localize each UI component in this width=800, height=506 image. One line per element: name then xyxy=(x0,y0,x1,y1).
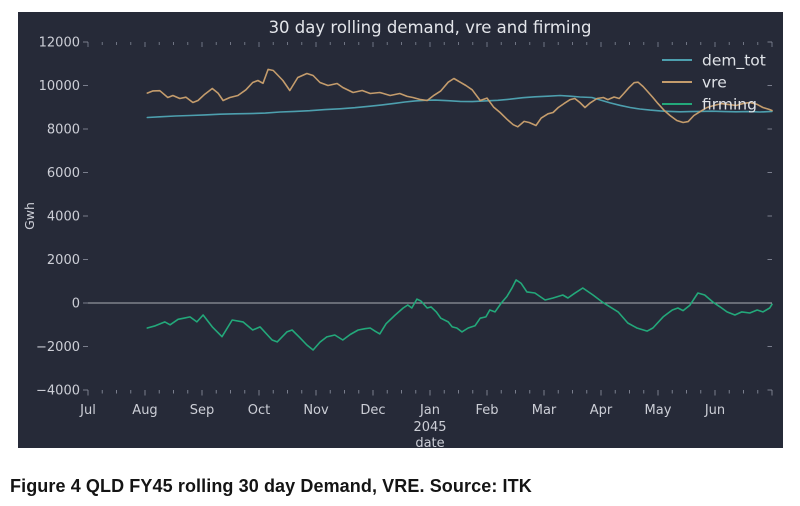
x-tick-label: Jun xyxy=(704,403,725,418)
x-tick-label: Sep xyxy=(190,403,215,418)
y-tick-label: 2000 xyxy=(47,253,80,268)
x-axis-label: date xyxy=(415,436,444,449)
legend-label-vre: vre xyxy=(702,74,727,92)
y-tick-label: 4000 xyxy=(47,210,80,225)
figure-caption: Figure 4 QLD FY45 rolling 30 day Demand,… xyxy=(10,476,532,496)
x-tick-label: Nov xyxy=(303,403,329,418)
y-tick-label: 12000 xyxy=(39,36,80,51)
series-line-vre xyxy=(146,68,773,128)
x-tick-label: Oct xyxy=(248,403,270,418)
y-tick-label: 6000 xyxy=(47,166,80,181)
series-line-firming xyxy=(146,279,773,351)
x-tick-label: Feb xyxy=(475,403,498,418)
x-tick-label: Aug xyxy=(132,403,157,418)
chart-panel: 12000 10000 8000 6000 4000 2000 0 −2000 −4000 Jul… xyxy=(18,12,783,451)
x-tick-label: Mar xyxy=(532,403,557,418)
y-tick-label: 8000 xyxy=(47,123,80,138)
y-tick-label: 0 xyxy=(72,297,80,312)
legend-label-dem_tot: dem_tot xyxy=(702,52,766,71)
chart-title: 30 day rolling demand, vre and firming xyxy=(269,18,592,37)
x-tick-label: Apr xyxy=(590,403,613,418)
x-tick-label: Jan xyxy=(419,403,440,418)
series-line-dem_tot xyxy=(146,94,773,119)
x-tick-label: May xyxy=(645,403,672,418)
x-tick-label: Jul xyxy=(79,403,96,418)
line-chart: 12000 10000 8000 6000 4000 2000 0 −2000 −4000 Jul… xyxy=(22,18,773,451)
y-tick-label: −4000 xyxy=(36,384,80,399)
y-tick-label: −2000 xyxy=(36,340,80,355)
y-axis-label: Gwh xyxy=(22,202,37,230)
x-year-label: 2045 xyxy=(413,420,446,435)
legend-label-firming: firming xyxy=(702,96,757,114)
y-tick-label: 10000 xyxy=(39,79,80,94)
x-tick-label: Dec xyxy=(360,403,385,418)
